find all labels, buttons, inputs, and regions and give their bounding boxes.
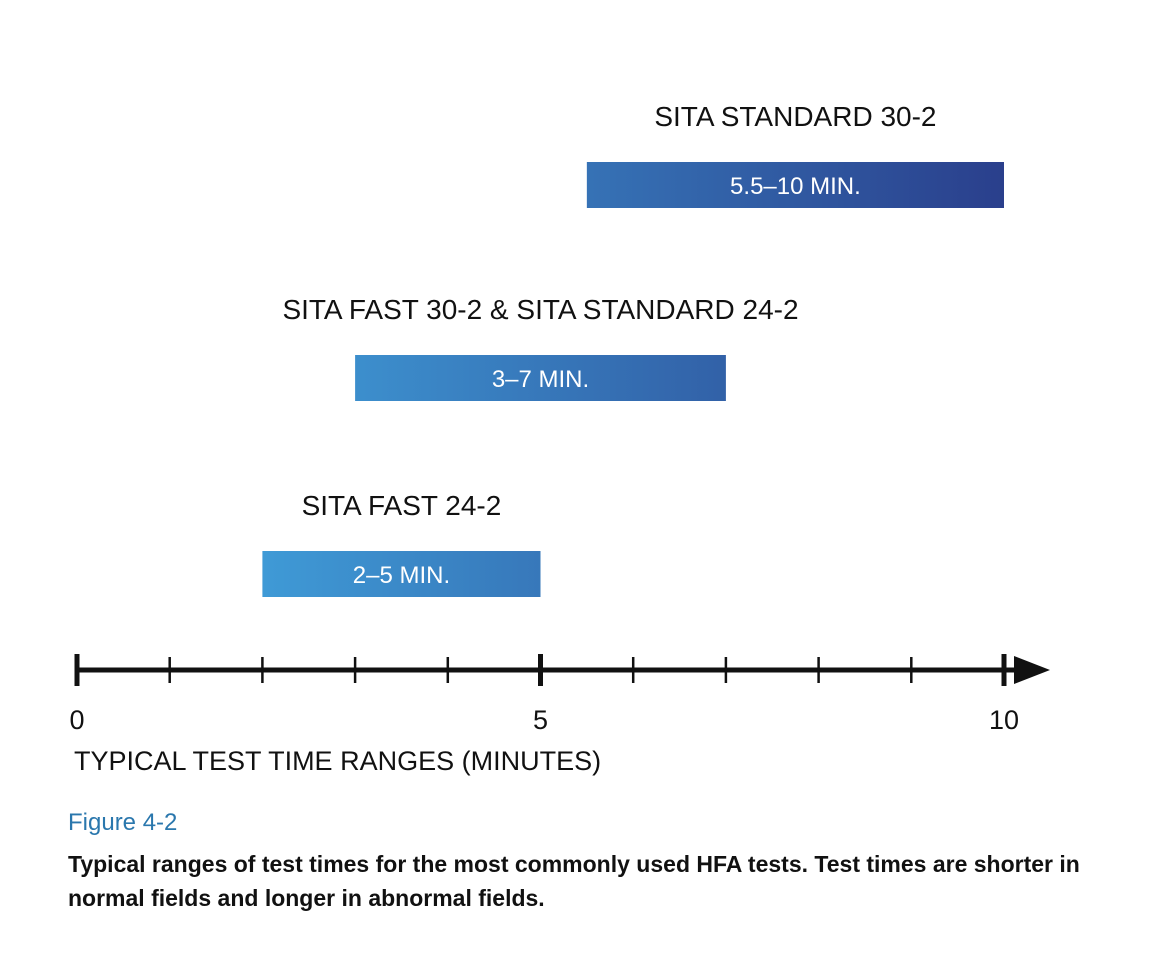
bar-value-label: 5.5–10 MIN. xyxy=(730,173,861,200)
tick-label: 5 xyxy=(533,705,548,735)
figure-label: Figure 4-2 xyxy=(68,809,178,836)
bar-value-label: 3–7 MIN. xyxy=(492,366,589,393)
range-bar xyxy=(586,162,1004,208)
range-bar xyxy=(262,551,541,597)
bar-title: SITA STANDARD 30-2 xyxy=(654,101,936,132)
bar-group: SITA STANDARD 30-2 5.5–10 MIN. xyxy=(586,101,1004,208)
tick-label: 10 xyxy=(989,705,1019,735)
x-axis-title: TYPICAL TEST TIME RANGES (MINUTES) xyxy=(74,746,601,776)
bar-title: SITA FAST 30-2 & SITA STANDARD 24-2 xyxy=(282,294,798,325)
axis-arrow-icon xyxy=(1014,656,1050,684)
tick-label: 0 xyxy=(69,705,84,735)
bar-group: SITA FAST 24-2 2–5 MIN. xyxy=(262,490,541,597)
test-time-chart: SITA STANDARD 30-2 5.5–10 MIN. SITA FAST 3… xyxy=(69,101,1050,776)
bar-value-label: 2–5 MIN. xyxy=(353,562,450,589)
bars-layer: SITA STANDARD 30-2 5.5–10 MIN. SITA FAST 3… xyxy=(262,101,1004,597)
bar-title: SITA FAST 24-2 xyxy=(302,490,502,521)
bar-group: SITA FAST 30-2 & SITA STANDARD 24-2 3–7 M… xyxy=(282,294,799,401)
time-axis: 0 5 10 TYPICAL TEST TIME RANGES (MINUTES) xyxy=(69,654,1050,776)
range-bar xyxy=(355,355,726,401)
figure-caption: Typical ranges of test times for the mos… xyxy=(68,851,1080,911)
